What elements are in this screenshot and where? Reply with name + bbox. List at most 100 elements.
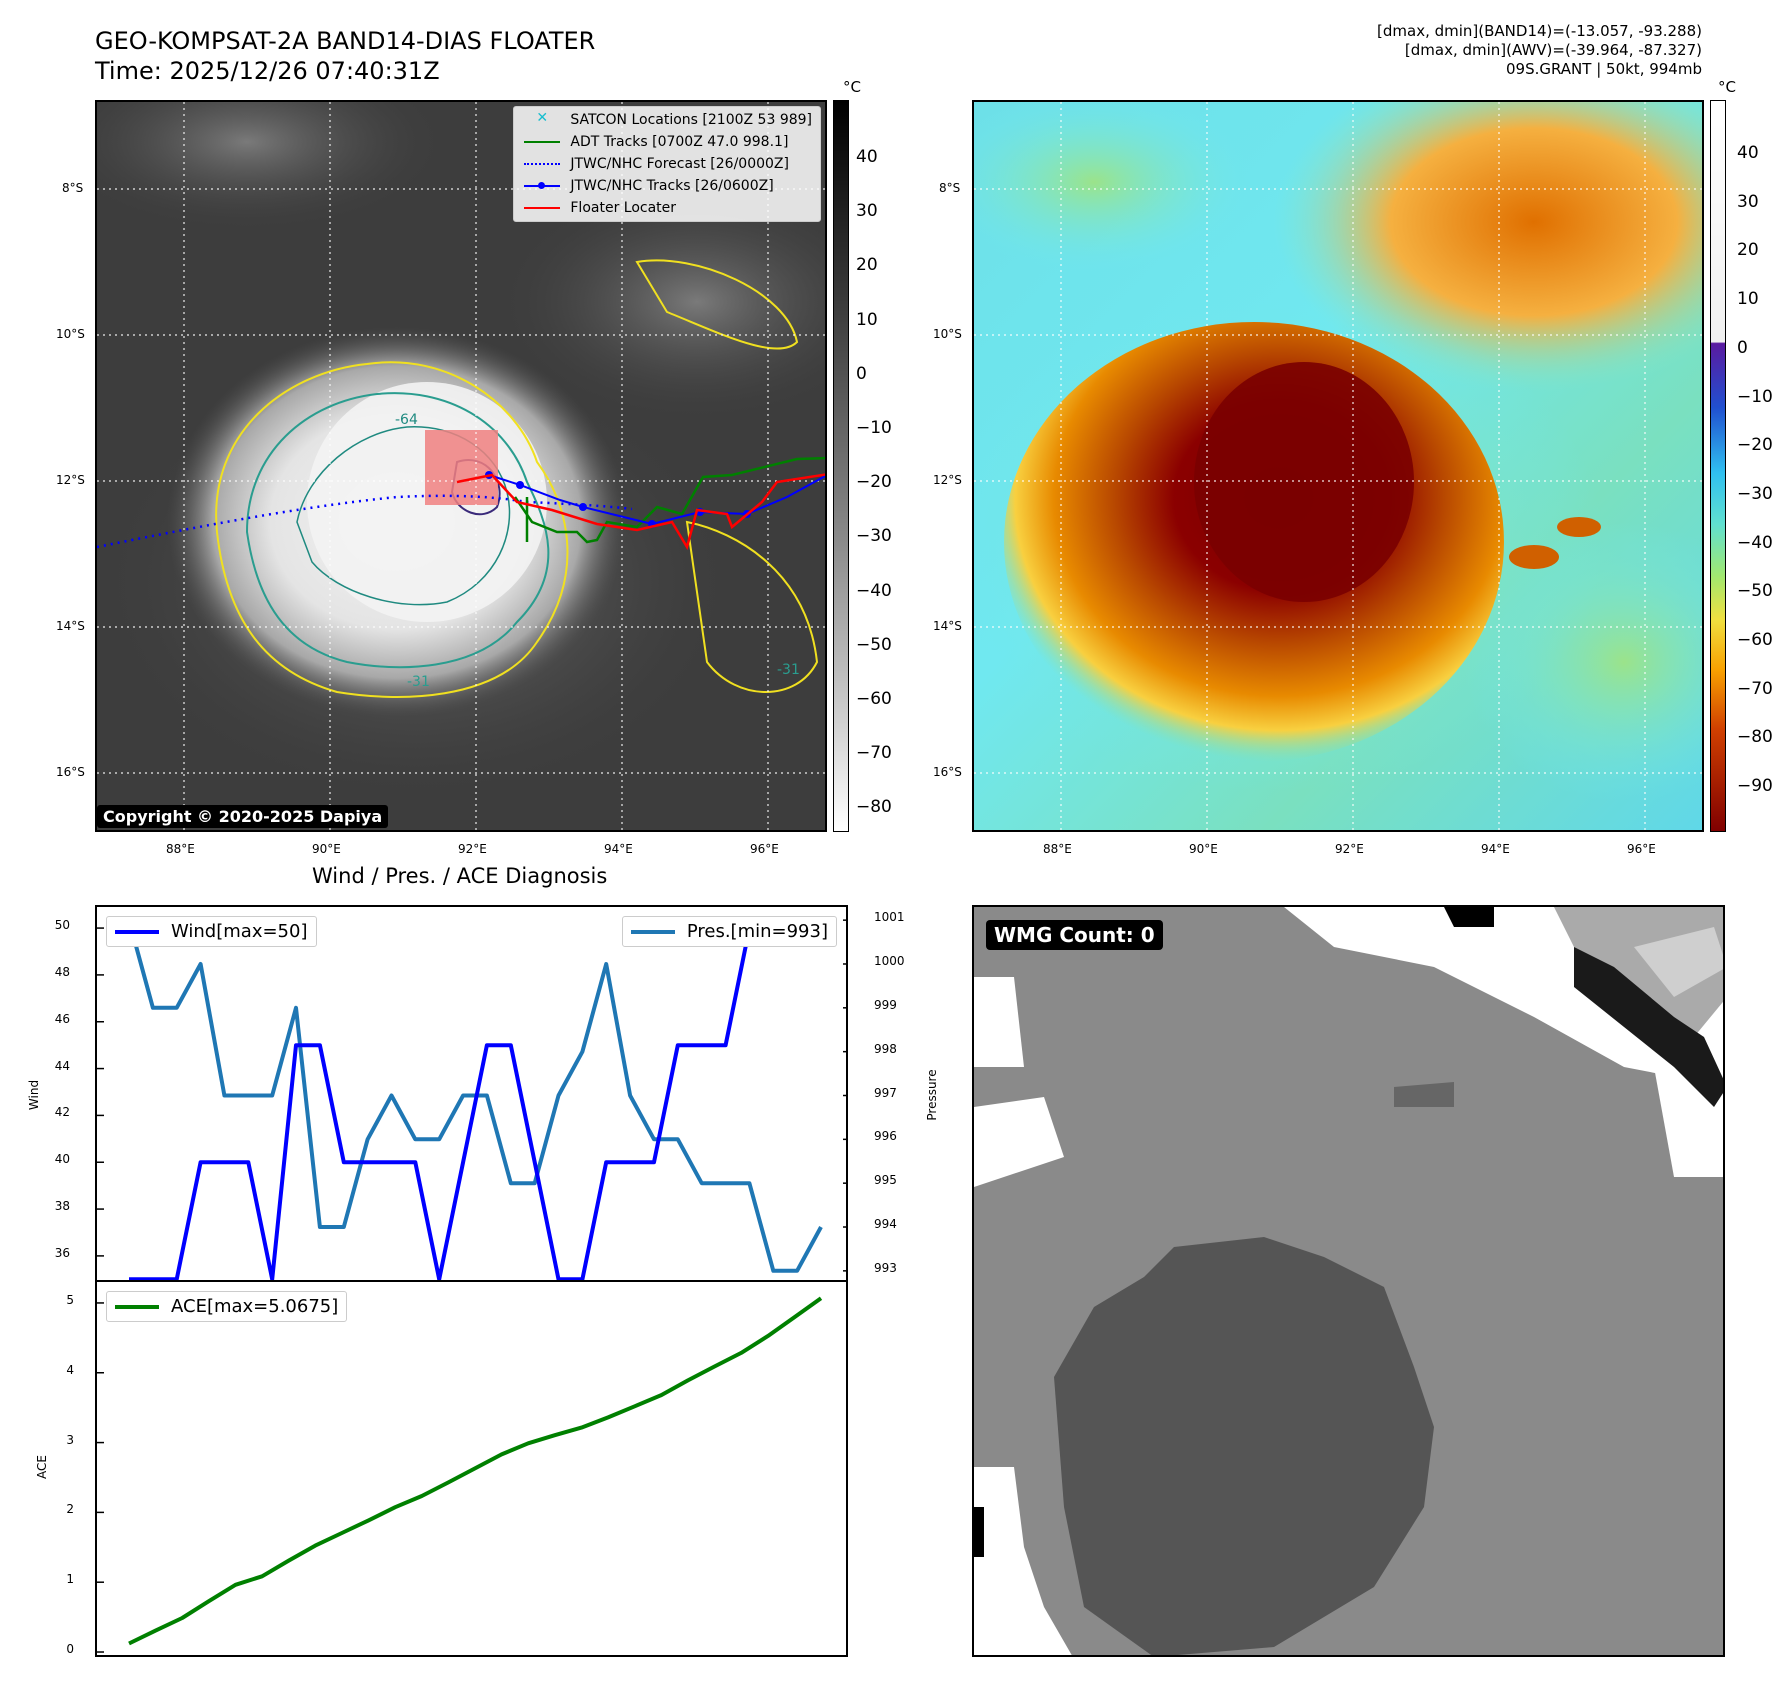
colorbar-tick-label: −50 [1737, 581, 1773, 602]
ir-map-svg [97, 102, 825, 830]
y-tick-label: 36 [54, 1245, 70, 1260]
colorbar-tick-label: −30 [1737, 483, 1773, 504]
lon-label: 90°E [312, 842, 341, 856]
lat-label: 10°S [933, 327, 962, 341]
colorbar-tick-label: 30 [856, 201, 878, 222]
colorbar-tick-label: 10 [1737, 289, 1759, 310]
info-box: [dmax, dmin](BAND14)=(-13.057, -93.288) … [1377, 22, 1702, 79]
timestamp: Time: 2025/12/26 07:40:31Z [95, 57, 440, 85]
lon-label: 96°E [1627, 842, 1656, 856]
ace-series-line [128, 1296, 823, 1646]
y-tick-label: 998 [874, 1041, 897, 1056]
ace-legend: ACE[max=5.0675] [106, 1291, 348, 1322]
lon-label: 92°E [458, 842, 487, 856]
copyright-badge: Copyright © 2020-2025 Dapiya [97, 805, 389, 828]
ace-svg [97, 1296, 823, 1653]
line-marker-icon [115, 929, 159, 934]
y-tick-label: 44 [54, 1058, 70, 1073]
y-tick-label: 50 [54, 918, 70, 933]
colorbar-tick-label: −40 [1737, 532, 1773, 553]
legend-label: SATCON Locations [2100Z 53 989] [570, 112, 812, 128]
colorbar-tick-label: 20 [856, 255, 878, 276]
diagnosis-title: Wind / Pres. / ACE Diagnosis [312, 864, 608, 888]
legend-label: Pres.[min=993] [686, 921, 828, 942]
colorbar-tick-label: 30 [1737, 191, 1759, 212]
y-tick-label: 1000 [874, 953, 905, 968]
colorbar-tick-label: −60 [856, 689, 892, 709]
wind-pressure-chart: Wind[max=50] Pres.[min=993] [95, 905, 848, 1282]
legend-label: JTWC/NHC Tracks [26/0600Z] [570, 178, 774, 194]
map-legend: ✕ SATCON Locations [2100Z 53 989] ADT Tr… [513, 106, 821, 222]
lon-label: 90°E [1189, 842, 1218, 856]
lon-label: 92°E [1335, 842, 1364, 856]
legend-item-jtwc-tracks: JTWC/NHC Tracks [26/0600Z] [514, 175, 820, 197]
colorbar-tick-label: −10 [856, 418, 892, 438]
awv-map-svg [974, 102, 1702, 830]
y-tick-label: 3 [66, 1432, 74, 1447]
y-tick-label: 994 [874, 1217, 897, 1231]
colorbar-tick-label: −10 [1737, 386, 1773, 407]
colorbar-tick-label: 40 [856, 147, 878, 167]
wmg-svg [974, 907, 1723, 1655]
colorbar-tick-label: 20 [1737, 240, 1759, 261]
legend-label: ACE[max=5.0675] [171, 1296, 339, 1317]
colorbar-tick-label: −60 [1737, 630, 1773, 650]
y-tick-label: 0 [66, 1642, 74, 1657]
contour-label: -31 [407, 674, 430, 690]
line-dot-marker-icon [522, 180, 562, 192]
info-awv: [dmax, dmin](AWV)=(-39.964, -87.327) [1404, 41, 1702, 59]
awv-colorbar-unit: °C [1718, 78, 1736, 96]
y-tick-label: 2 [66, 1502, 74, 1517]
wind-pressure-svg [97, 919, 846, 1280]
colorbar-tick-label: −70 [856, 743, 892, 764]
wind-legend: Wind[max=50] [106, 916, 317, 947]
colorbar-tick-label: −80 [856, 797, 892, 818]
y-tick-label: 48 [54, 964, 70, 979]
contour-label: -64 [395, 412, 418, 428]
ace-chart: ACE[max=5.0675] [95, 1280, 848, 1657]
colorbar-tick-label: 40 [1737, 143, 1759, 163]
wmg-panel: WMG Count: 0 [972, 905, 1725, 1657]
y-tick-label: 4 [66, 1362, 74, 1377]
legend-label: Floater Locater [570, 200, 677, 216]
wind-axis-label: Wind [27, 1079, 41, 1111]
lon-label: 94°E [604, 842, 633, 856]
lon-label: 88°E [166, 842, 195, 856]
legend-item-adt: ADT Tracks [0700Z 47.0 998.1] [514, 131, 820, 153]
colorbar-tick-label: −40 [856, 580, 892, 601]
lat-label: 14°S [933, 619, 962, 633]
colorbar-tick-label: −90 [1737, 776, 1773, 797]
dotted-line-icon [522, 158, 562, 170]
pressure-axis-label: Pressure [925, 1069, 939, 1121]
awv-colorbar [1710, 100, 1726, 832]
y-tick-label: 38 [54, 1199, 70, 1214]
page-title: GEO-KOMPSAT-2A BAND14-DIAS FLOATER [95, 27, 596, 55]
colorbar-tick-label: −50 [856, 634, 892, 655]
ir-map-panel: -64 -31 -31 ✕ SATCON Locations [2100Z 53… [95, 100, 827, 832]
line-marker-icon [522, 202, 562, 214]
ace-axis-label: ACE [35, 1455, 49, 1479]
lat-label: 12°S [933, 473, 962, 487]
line-marker-icon [630, 929, 675, 934]
y-tick-label: 997 [874, 1085, 897, 1100]
lon-label: 94°E [1481, 842, 1510, 856]
lat-label: 8°S [939, 181, 961, 195]
y-tick-label: 42 [54, 1105, 70, 1120]
awv-map-panel [972, 100, 1704, 832]
lat-label: 8°S [62, 181, 84, 195]
info-band14: [dmax, dmin](BAND14)=(-13.057, -93.288) [1377, 22, 1702, 40]
line-marker-icon [522, 136, 562, 148]
legend-label: JTWC/NHC Forecast [26/0000Z] [570, 156, 789, 172]
lon-label: 88°E [1043, 842, 1072, 856]
y-tick-label: 1001 [874, 910, 905, 925]
lat-label: 12°S [56, 473, 85, 487]
ir-colorbar-unit: °C [843, 78, 861, 96]
colorbar-tick-label: −30 [856, 526, 892, 547]
legend-item-floater: Floater Locater [514, 197, 820, 219]
colorbar-tick-label: −20 [1737, 435, 1773, 456]
pressure-legend: Pres.[min=993] [621, 916, 837, 947]
line-marker-icon [115, 1304, 159, 1309]
y-tick-label: 999 [874, 997, 897, 1012]
lon-label: 96°E [750, 842, 779, 856]
colorbar-tick-label: 0 [856, 363, 867, 384]
